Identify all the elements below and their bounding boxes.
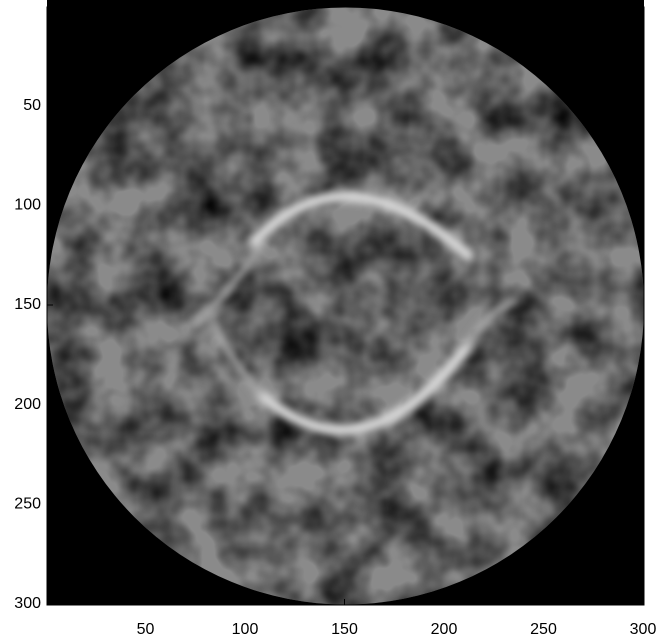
page: {"chart_data": {"type": "image", "colorm… (0, 0, 664, 640)
image-texture (47, 8, 644, 605)
y-tick-label: 200 (14, 396, 41, 413)
chart: 50 100 150 200 250 300 50 100 150 200 250 300 (0, 0, 664, 640)
y-tick-label: 150 (14, 296, 41, 313)
x-tick-label: 250 (530, 621, 557, 638)
x-tick-label: 50 (137, 621, 155, 638)
x-tick-label: 100 (232, 621, 259, 638)
x-tick-label: 200 (431, 621, 458, 638)
y-tick-label: 300 (14, 595, 41, 612)
y-tick-label: 100 (14, 197, 41, 214)
y-tick-label: 50 (23, 97, 41, 114)
y-tick-label: 250 (14, 496, 41, 513)
x-tick-label: 150 (331, 621, 358, 638)
x-tick-label: 300 (630, 621, 657, 638)
